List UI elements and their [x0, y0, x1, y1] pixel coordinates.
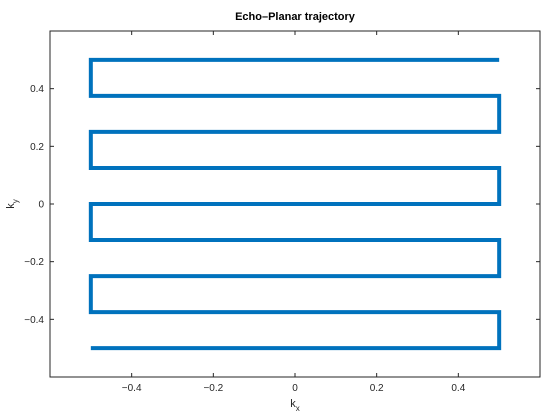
x-tick-label: 0.4 — [451, 383, 465, 394]
y-axis-label-subscript: y — [11, 199, 20, 203]
chart-title: Echo–Planar trajectory — [235, 11, 356, 23]
x-tick-label: 0 — [292, 383, 298, 394]
x-tick-label: −0.2 — [203, 383, 223, 394]
x-tick-label: 0.2 — [370, 383, 384, 394]
x-axis-label: kx — [290, 398, 300, 413]
y-tick-label: −0.2 — [24, 257, 44, 268]
y-axis-label: ky — [5, 199, 20, 209]
y-tick-label: 0.4 — [30, 84, 44, 95]
y-tick-label: 0 — [38, 200, 44, 211]
y-tick-label: −0.4 — [24, 315, 44, 326]
y-tick-label: 0.2 — [30, 142, 44, 153]
x-tick-label: −0.4 — [122, 383, 142, 394]
series-line — [88, 57, 502, 351]
x-axis-label-subscript: x — [296, 404, 300, 413]
